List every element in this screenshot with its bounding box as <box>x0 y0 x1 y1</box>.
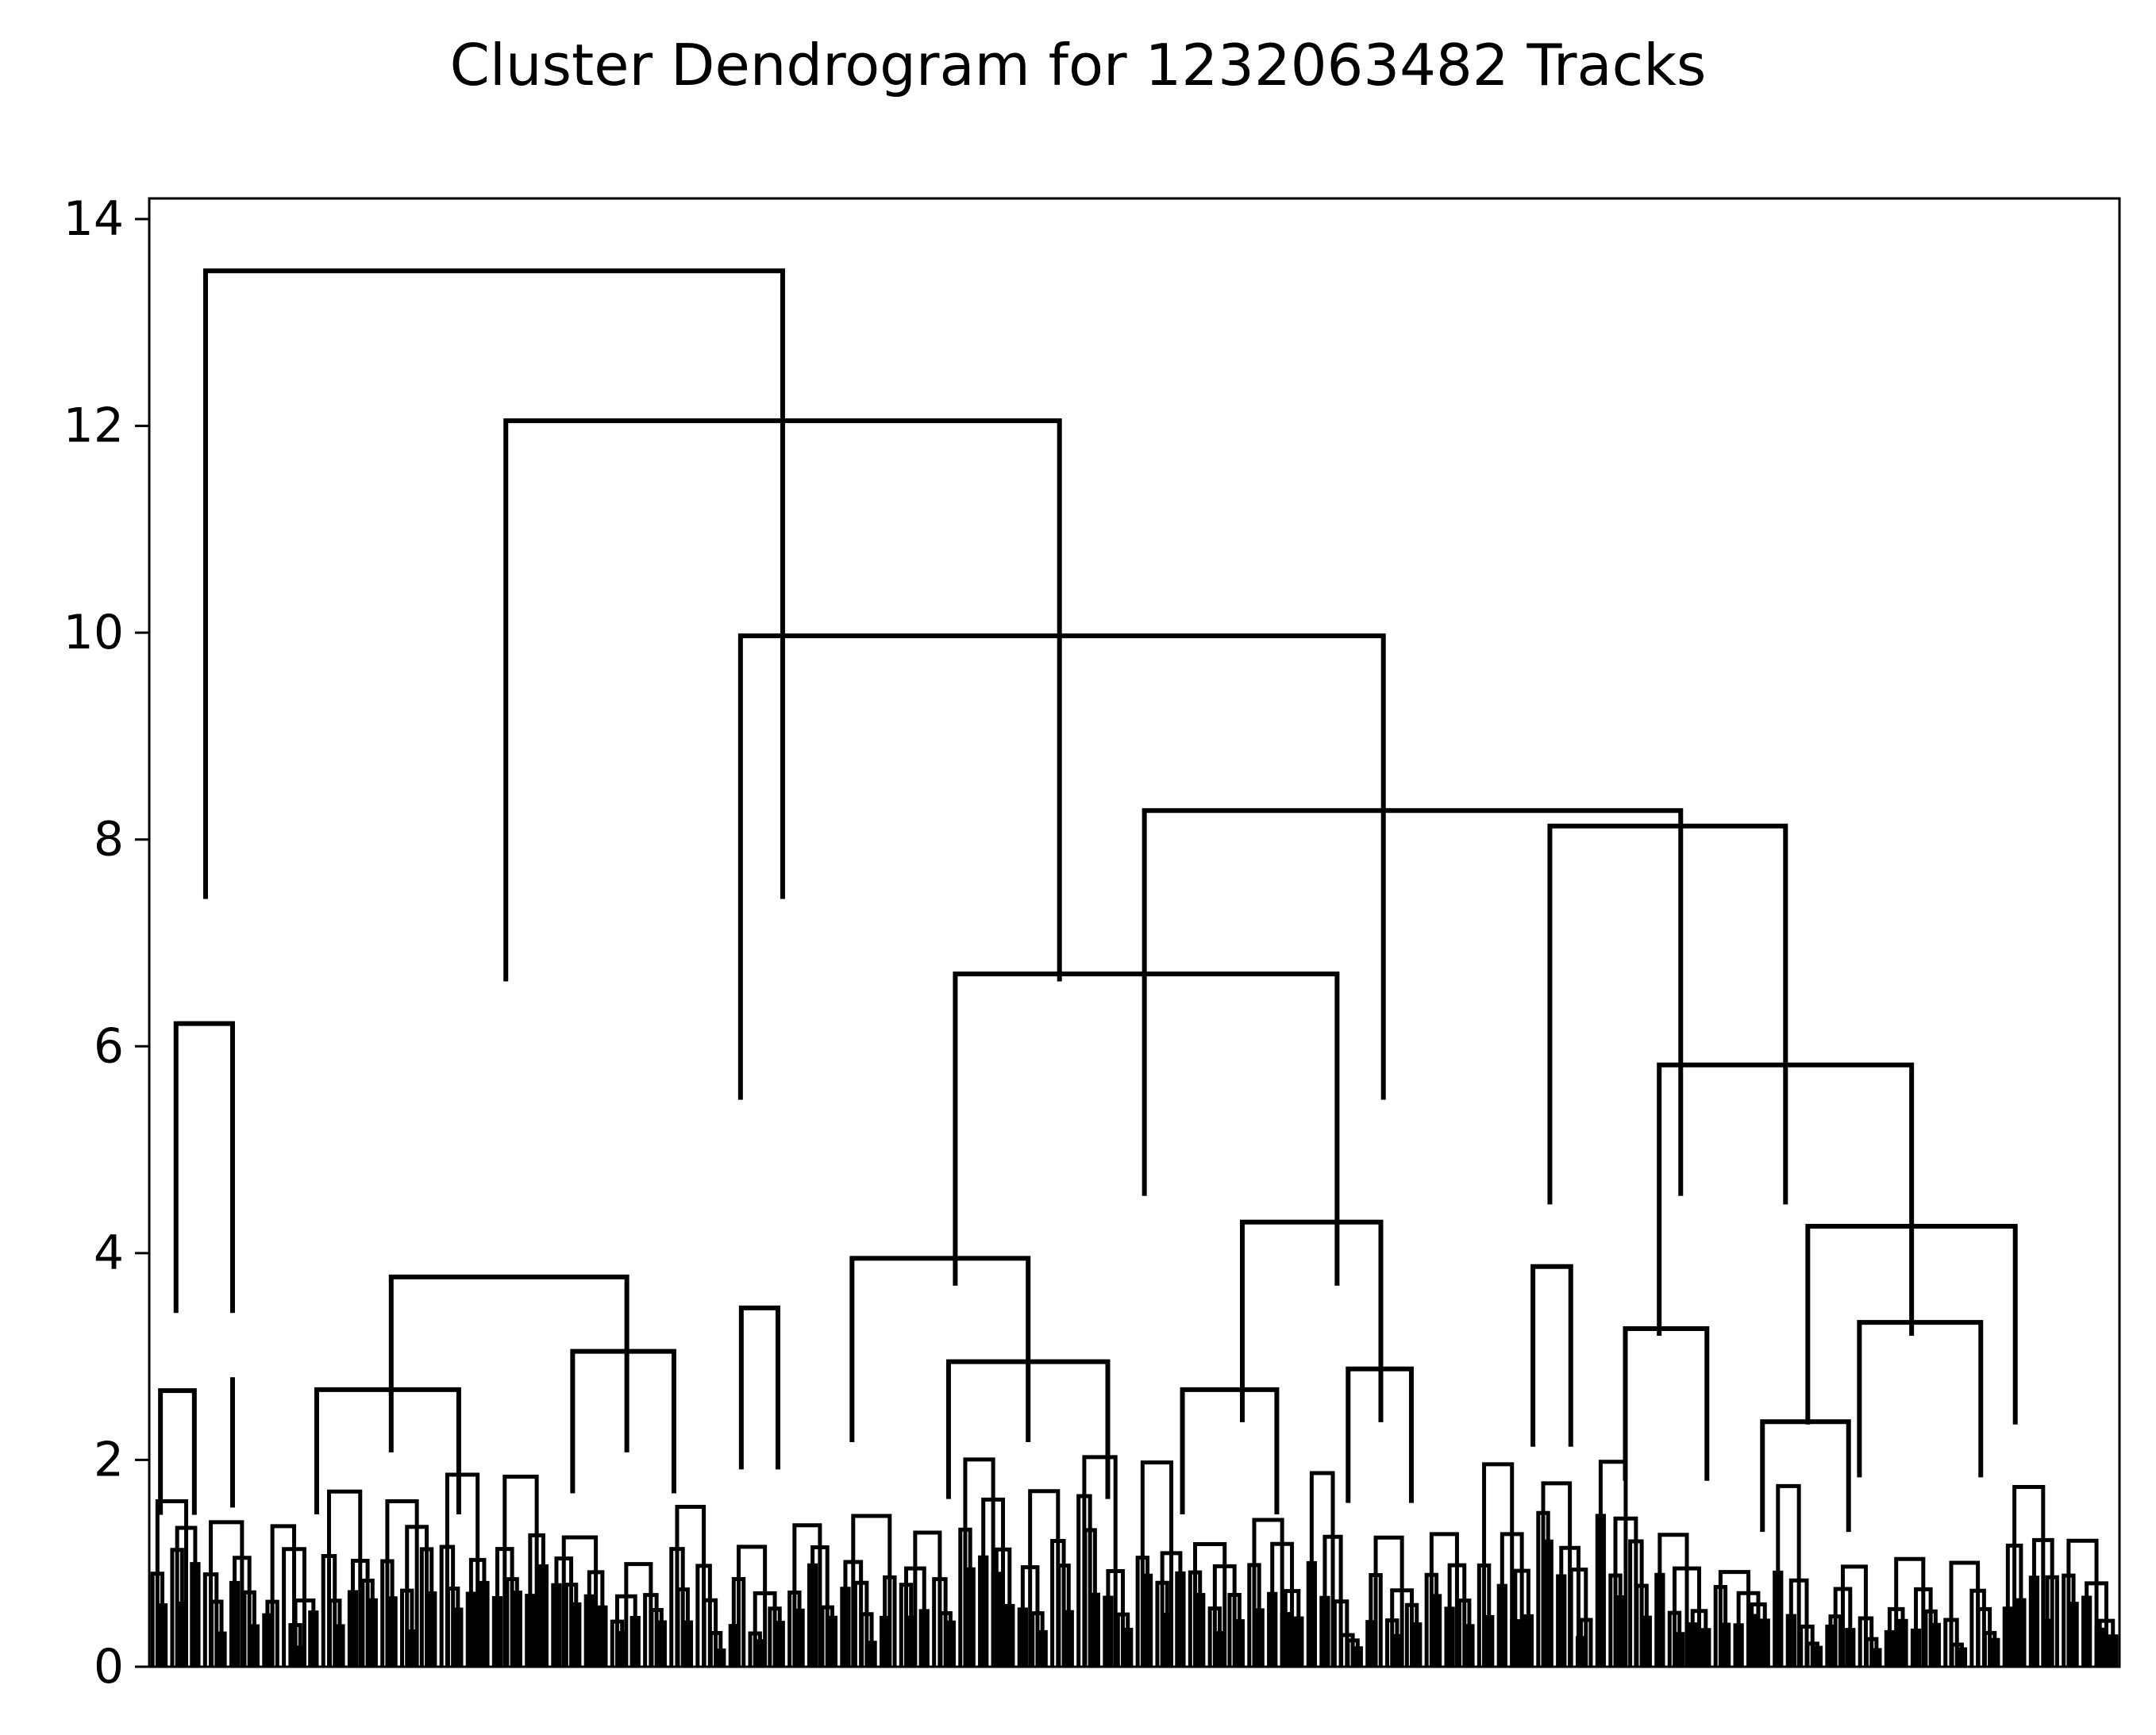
y-axis: 0 2 4 6 8 10 12 14 <box>64 191 149 1695</box>
dendrogram-link <box>1547 823 1788 1205</box>
dendrogram-link <box>945 1359 1111 1499</box>
dendrogram-link <box>503 418 1062 982</box>
dendrogram-branch <box>624 1562 653 1667</box>
dendrogram-link <box>849 1256 1031 1442</box>
dendrogram-link <box>570 1348 676 1494</box>
dendrogram-branch <box>1718 1570 1751 1667</box>
dendrogram-branch <box>963 1457 995 1667</box>
leaf-branches <box>150 1455 2119 1667</box>
dendrogram-branch <box>270 1524 297 1667</box>
dendrogram-branch <box>2012 1484 2046 1667</box>
dendrogram-link <box>1805 1224 2018 1425</box>
dendrogram-link <box>1180 1387 1280 1514</box>
y-tick-label: 8 <box>94 812 124 868</box>
dendrogram-link <box>1657 1062 1915 1336</box>
dendrogram-branch <box>2066 1538 2099 1667</box>
dendrogram-branch <box>502 1475 539 1667</box>
dendrogram-branch <box>1657 1533 1689 1667</box>
dendrogram-branch <box>1429 1532 1459 1667</box>
dendrogram-link <box>1857 1320 1984 1478</box>
dendrogram-link <box>737 633 1386 1100</box>
y-tick-label: 12 <box>64 398 124 454</box>
y-tick-label: 0 <box>94 1639 124 1695</box>
dendrogram-branch <box>1482 1462 1515 1667</box>
dendrogram-branch <box>1598 1460 1628 1667</box>
dendrogram-branch <box>1252 1518 1284 1667</box>
dendrogram-branch <box>445 1472 480 1667</box>
dendrogram-branch <box>1541 1481 1573 1667</box>
y-tick-label: 2 <box>94 1432 124 1487</box>
dendrogram-branch <box>675 1505 706 1667</box>
dendrogram-branch <box>1082 1455 1118 1667</box>
dendrogram-link <box>388 1274 629 1452</box>
dendrogram-branch <box>1309 1471 1335 1667</box>
dendrogram-link <box>1760 1419 1851 1533</box>
dendrogram-branch <box>737 1545 768 1667</box>
dendrogram-link <box>1240 1219 1384 1422</box>
dendrogram-link <box>173 1021 235 1314</box>
dendrogram-link <box>953 971 1340 1286</box>
dendrogram-branch <box>851 1514 892 1667</box>
dendrogram-branch <box>1193 1541 1227 1667</box>
dendrogram-link <box>1142 808 1684 1196</box>
dendrogram-branch <box>1776 1483 1801 1667</box>
y-tick-label: 4 <box>94 1225 124 1281</box>
y-tick-label: 14 <box>64 191 124 247</box>
dendrogram-branch <box>1840 1564 1868 1667</box>
dendrogram-link <box>1346 1366 1414 1503</box>
dendrogram-branch <box>155 1498 189 1667</box>
y-tick-label: 10 <box>64 605 124 660</box>
y-tick-label: 6 <box>94 1018 124 1074</box>
dendrogram-link <box>738 1305 781 1470</box>
dendrogram-links <box>158 268 2018 1533</box>
chart-title: Cluster Dendrogram for 1232063482 Tracks <box>449 32 1707 98</box>
dendrogram-branch <box>1949 1560 1981 1667</box>
dendrogram-link <box>1530 1264 1573 1447</box>
dendrogram-branch <box>1894 1556 1926 1667</box>
dendrogram-branch <box>326 1489 363 1667</box>
dendrogram-link <box>158 1388 197 1515</box>
dendrogram-branch <box>385 1499 419 1667</box>
dendrogram-branch <box>1028 1489 1061 1667</box>
plot-frame <box>148 197 2121 1668</box>
dendrogram-link <box>202 268 785 899</box>
dendrogram-link <box>314 1387 461 1514</box>
dendrogram-link <box>1623 1325 1710 1481</box>
dendrogram-branch <box>1140 1460 1174 1667</box>
dendrogram-branch <box>913 1530 942 1667</box>
dendrogram-branch <box>561 1535 599 1667</box>
dendrogram-branch <box>209 1520 244 1667</box>
dendrogram-branch <box>1373 1535 1404 1667</box>
dendrogram-branch <box>792 1523 822 1667</box>
